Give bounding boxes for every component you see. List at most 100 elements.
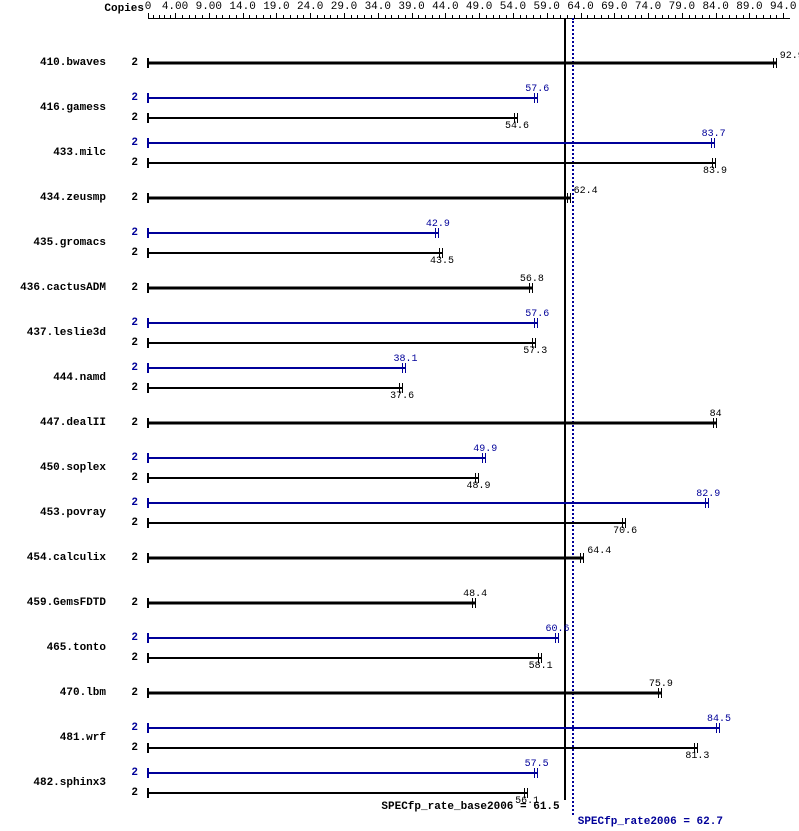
copies-value: 2 [131, 282, 138, 294]
benchmark-name: 482.sphinx3 [33, 777, 106, 789]
bar-end-cap [776, 58, 777, 68]
bar-end-cap [567, 193, 568, 203]
bar-start-cap [147, 553, 149, 563]
x-minor-tick [330, 15, 331, 18]
bar-start-cap [147, 633, 149, 643]
x-minor-tick [405, 15, 406, 18]
result-bar [148, 557, 583, 560]
result-bar [148, 322, 537, 324]
x-minor-tick [695, 15, 696, 18]
result-value-label: 38.1 [393, 354, 417, 365]
bar-start-cap [147, 283, 149, 293]
bar-start-cap [147, 228, 149, 238]
result-value-label: 57.6 [525, 309, 549, 320]
x-tick-label: 34.0 [365, 1, 391, 13]
x-minor-tick [743, 15, 744, 18]
x-minor-tick [675, 15, 676, 18]
bar-start-cap [147, 318, 149, 328]
x-tick-label: 9.00 [196, 1, 222, 13]
result-bar [148, 637, 558, 639]
x-minor-tick [159, 15, 160, 18]
x-major-tick [445, 13, 446, 18]
x-minor-tick [371, 15, 372, 18]
benchmark-name: 453.povray [40, 507, 106, 519]
x-minor-tick [770, 15, 771, 18]
copies-value: 2 [131, 517, 138, 529]
bar-start-cap [147, 598, 149, 608]
bar-end-cap [580, 553, 581, 563]
bar-start-cap [147, 58, 149, 68]
x-axis-line [148, 18, 790, 19]
x-tick-label: 24.0 [297, 1, 323, 13]
x-minor-tick [432, 15, 433, 18]
x-minor-tick [776, 15, 777, 18]
x-major-tick [783, 13, 784, 18]
result-value-label: 82.9 [696, 489, 720, 500]
x-tick-label: 54.0 [500, 1, 526, 13]
x-minor-tick [303, 15, 304, 18]
result-bar [148, 477, 478, 479]
x-minor-tick [283, 15, 284, 18]
x-minor-tick [655, 15, 656, 18]
benchmark-name: 470.lbm [60, 687, 106, 699]
x-minor-tick [594, 15, 595, 18]
copies-value: 2 [131, 472, 138, 484]
result-value-label: 37.6 [390, 391, 414, 402]
result-bar [148, 792, 527, 794]
result-bar [148, 287, 532, 290]
x-tick-label: 44.0 [432, 1, 458, 13]
copies-value: 2 [131, 597, 138, 609]
x-minor-tick [756, 15, 757, 18]
bar-end-cap [570, 193, 571, 203]
x-minor-tick [189, 15, 190, 18]
bar-start-cap [147, 473, 149, 483]
copies-value: 2 [131, 742, 138, 754]
bar-start-cap [147, 518, 149, 528]
x-minor-tick [702, 15, 703, 18]
result-bar [148, 727, 719, 729]
x-minor-tick [216, 15, 217, 18]
result-bar [148, 457, 485, 459]
result-value-label: 56.8 [520, 274, 544, 285]
bar-end-cap [773, 58, 774, 68]
copies-value: 2 [131, 317, 138, 329]
baseline-vline [564, 18, 566, 800]
x-tick-label: 64.0 [567, 1, 593, 13]
result-value-label: 57.3 [523, 346, 547, 357]
result-value-label: 57.6 [525, 84, 549, 95]
x-minor-tick [621, 15, 622, 18]
x-minor-tick [722, 15, 723, 18]
x-tick-label: 39.0 [398, 1, 424, 13]
x-minor-tick [533, 15, 534, 18]
result-value-label: 83.7 [702, 129, 726, 140]
x-minor-tick [170, 15, 171, 18]
result-value-label: 83.9 [703, 166, 727, 177]
x-minor-tick [263, 15, 264, 18]
baseline-label: SPECfp_rate_base2006 = 61.5 [381, 801, 559, 813]
x-minor-tick [153, 15, 154, 18]
result-value-label: 58.1 [529, 661, 553, 672]
x-minor-tick [182, 15, 183, 18]
result-value-label: 48.4 [463, 589, 487, 600]
x-tick-label: 79.0 [669, 1, 695, 13]
x-minor-tick [351, 15, 352, 18]
result-bar [148, 62, 776, 65]
x-tick-label: 59.0 [534, 1, 560, 13]
benchmark-name: 444.namd [53, 372, 106, 384]
copies-value: 2 [131, 632, 138, 644]
x-major-tick [614, 13, 615, 18]
x-tick-label: 29.0 [331, 1, 357, 13]
x-tick-label: 84.0 [702, 1, 728, 13]
bar-start-cap [147, 193, 149, 203]
x-major-tick [648, 13, 649, 18]
x-minor-tick [668, 15, 669, 18]
x-major-tick [749, 13, 750, 18]
spec-chart: 04.009.0014.019.024.029.034.039.044.049.… [0, 0, 799, 831]
x-major-tick [682, 13, 683, 18]
bar-start-cap [147, 653, 149, 663]
x-major-tick [581, 13, 582, 18]
x-minor-tick [202, 15, 203, 18]
x-tick-label: 19.0 [263, 1, 289, 13]
bar-start-cap [147, 723, 149, 733]
copies-value: 2 [131, 452, 138, 464]
